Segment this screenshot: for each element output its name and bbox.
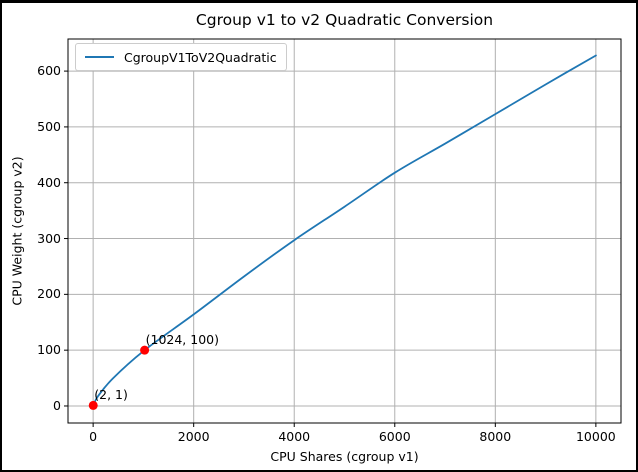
x-axis-label: CPU Shares (cgroup v1) [270,449,419,464]
point-annotation: (2, 1) [94,387,128,403]
y-tick-label: 0 [53,397,61,413]
series-line [92,54,597,407]
axes-spines [67,38,622,424]
legend-line-sample [85,56,114,58]
data-point-marker [140,345,150,355]
x-tick-label: 0 [89,429,98,444]
x-tick-label: 2000 [177,429,210,444]
x-tick-label: 10000 [575,429,616,444]
point-annotation: (1024, 100) [145,332,219,348]
legend-label: CgroupV1ToV2Quadratic [124,49,277,65]
y-tick-label: 500 [37,118,61,134]
x-tick-label: 8000 [479,429,512,444]
legend: CgroupV1ToV2Quadratic [75,43,287,71]
y-tick-label: 400 [37,174,61,190]
y-tick-label: 100 [37,342,61,358]
y-tick-label: 200 [37,286,61,302]
x-tick-label: 6000 [378,429,411,444]
data-point-marker [88,400,98,410]
chart-title: Cgroup v1 to v2 Quadratic Conversion [195,11,494,29]
y-tick-label: 300 [37,230,61,246]
y-tick-label: 600 [37,63,61,79]
x-tick-label: 4000 [278,429,311,444]
